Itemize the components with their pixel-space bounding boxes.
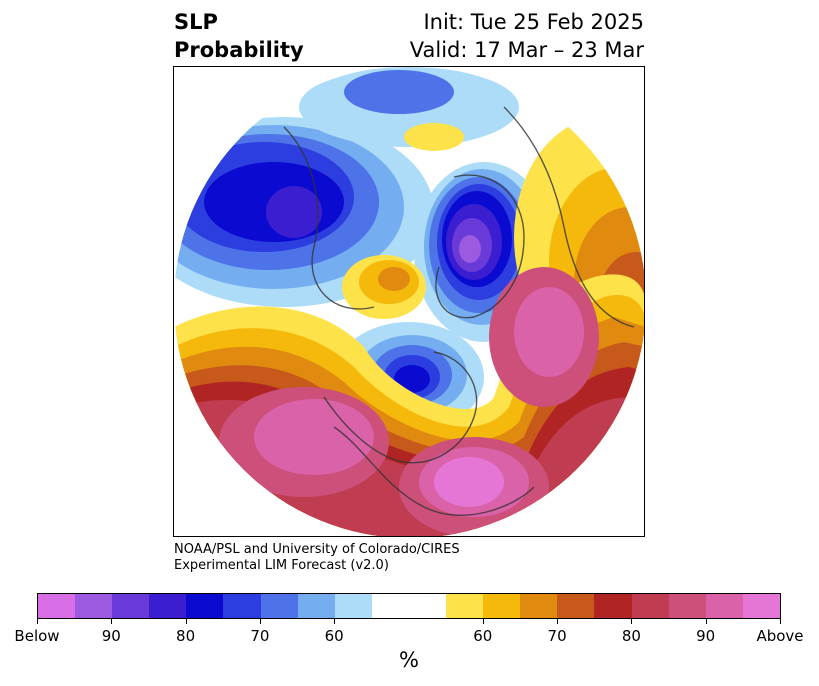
map-title: SLP Probability: [174, 8, 304, 64]
colorbar-tick: [780, 619, 781, 624]
colorbar-swatch: [75, 594, 113, 618]
colorbar-tick-label: Below: [14, 627, 60, 645]
colorbar-tick-label: 70: [547, 627, 567, 645]
colorbar-swatch: [557, 594, 595, 618]
colorbar-tick: [259, 619, 261, 624]
colorbar-tick-label: 70: [250, 627, 270, 645]
colorbar-swatch: [223, 594, 261, 618]
colorbar-tick-label: 80: [621, 627, 641, 645]
colorbar-swatch: [38, 594, 76, 618]
colorbar-swatch: [112, 594, 150, 618]
colorbar-swatch: [631, 594, 669, 618]
high-pressure-region-mid: [342, 255, 426, 319]
credit-text: NOAA/PSL and University of Colorado/CIRE…: [174, 542, 460, 574]
colorbar-tick-label: 90: [101, 627, 121, 645]
colorbar-swatch: [297, 594, 335, 618]
colorbar-swatch: [446, 594, 484, 618]
credit-line-2: Experimental LIM Forecast (v2.0): [174, 558, 389, 573]
init-date: Init: Tue 25 Feb 2025: [423, 10, 644, 34]
coastlines: [283, 106, 635, 516]
colorbar-tick: [557, 619, 559, 624]
colorbar-unit: %: [399, 648, 419, 672]
colorbar-tick: [482, 619, 484, 624]
title-line-2: Probability: [174, 38, 304, 62]
colorbar-swatch: [371, 594, 409, 618]
colorbar-swatch: [186, 594, 224, 618]
high-pressure-region-south: [174, 267, 644, 536]
colorbar-tick: [705, 619, 707, 624]
valid-range: Valid: 17 Mar – 23 Mar: [409, 38, 644, 62]
colorbar-swatch: [334, 594, 372, 618]
colorbar-swatch: [260, 594, 298, 618]
low-pressure-region-north: [299, 67, 519, 151]
colorbar-swatch: [149, 594, 187, 618]
forecast-dates: Init: Tue 25 Feb 2025 Valid: 17 Mar – 23…: [410, 8, 644, 64]
colorbar-swatch: [742, 594, 780, 618]
colorbar-tick: [37, 619, 38, 624]
colorbar-swatch: [705, 594, 743, 618]
colorbar-tick-label: 60: [324, 627, 344, 645]
colorbar-tick-label: Above: [756, 627, 804, 645]
colorbar-tick-label: 90: [696, 627, 716, 645]
map-panel: [173, 66, 645, 537]
colorbar-swatch: [520, 594, 558, 618]
colorbar-swatch: [594, 594, 632, 618]
credit-line-1: NOAA/PSL and University of Colorado/CIRE…: [174, 542, 460, 557]
colorbar-tick: [334, 619, 336, 624]
colorbar-swatch: [483, 594, 521, 618]
colorbar-tick-label: 60: [473, 627, 493, 645]
colorbar-tick-label: 80: [176, 627, 196, 645]
colorbar: [37, 593, 781, 619]
colorbar-swatch: [668, 594, 706, 618]
colorbar-swatch: [408, 594, 447, 618]
colorbar-tick: [185, 619, 187, 624]
colorbar-tick: [111, 619, 113, 624]
title-line-1: SLP: [174, 10, 218, 34]
colorbar-tick: [631, 619, 633, 624]
low-pressure-region-pole: [414, 162, 554, 342]
polar-map: [174, 67, 644, 536]
